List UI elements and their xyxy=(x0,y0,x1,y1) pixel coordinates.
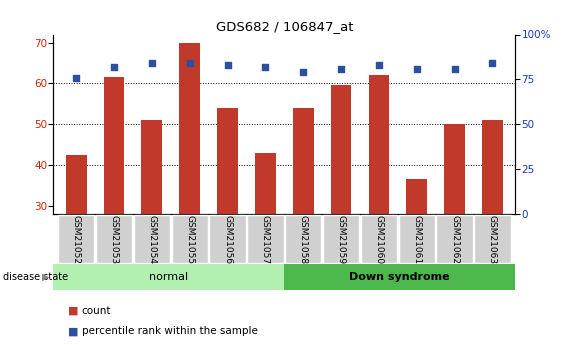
Bar xyxy=(293,108,314,214)
Point xyxy=(148,60,157,66)
Text: GSM21052: GSM21052 xyxy=(72,215,81,264)
Text: ■: ■ xyxy=(68,326,78,336)
Point xyxy=(374,62,383,68)
FancyBboxPatch shape xyxy=(172,215,208,264)
Bar xyxy=(217,108,238,214)
Text: normal: normal xyxy=(149,272,189,282)
FancyBboxPatch shape xyxy=(284,264,515,290)
Bar xyxy=(141,120,162,214)
Bar xyxy=(179,43,200,214)
Title: GDS682 / 106847_at: GDS682 / 106847_at xyxy=(216,20,353,33)
Text: percentile rank within the sample: percentile rank within the sample xyxy=(82,326,257,336)
FancyBboxPatch shape xyxy=(361,215,397,264)
Text: GSM21057: GSM21057 xyxy=(261,215,270,265)
Text: GSM21061: GSM21061 xyxy=(412,215,421,265)
FancyBboxPatch shape xyxy=(53,264,284,290)
FancyBboxPatch shape xyxy=(436,215,473,264)
Point xyxy=(72,75,81,80)
Point xyxy=(450,66,459,71)
Bar xyxy=(369,75,390,214)
Point xyxy=(337,66,346,71)
Bar xyxy=(444,124,465,214)
FancyBboxPatch shape xyxy=(58,215,95,264)
Text: GSM21056: GSM21056 xyxy=(223,215,232,265)
Point xyxy=(412,66,421,71)
Text: GSM21063: GSM21063 xyxy=(488,215,497,265)
FancyBboxPatch shape xyxy=(285,215,321,264)
Text: GSM21058: GSM21058 xyxy=(299,215,308,265)
FancyBboxPatch shape xyxy=(209,215,245,264)
Text: GSM21055: GSM21055 xyxy=(185,215,194,265)
Text: GSM21062: GSM21062 xyxy=(450,215,459,264)
Bar xyxy=(406,179,427,214)
Text: count: count xyxy=(82,306,111,315)
Point xyxy=(185,60,194,66)
FancyBboxPatch shape xyxy=(474,215,511,264)
Bar xyxy=(482,120,503,214)
FancyBboxPatch shape xyxy=(96,215,132,264)
FancyBboxPatch shape xyxy=(399,215,435,264)
Bar xyxy=(66,155,87,214)
Bar xyxy=(255,153,276,214)
Text: ▶: ▶ xyxy=(42,272,49,282)
Text: GSM21054: GSM21054 xyxy=(148,215,157,264)
Text: GSM21060: GSM21060 xyxy=(374,215,383,265)
Bar xyxy=(330,86,351,214)
Text: GSM21053: GSM21053 xyxy=(110,215,119,265)
Point xyxy=(223,62,232,68)
Text: GSM21059: GSM21059 xyxy=(337,215,346,265)
Point xyxy=(299,69,308,75)
Text: ■: ■ xyxy=(68,306,78,315)
Bar xyxy=(104,77,124,214)
Text: disease state: disease state xyxy=(3,272,68,282)
Point xyxy=(488,60,497,66)
FancyBboxPatch shape xyxy=(323,215,359,264)
Text: Down syndrome: Down syndrome xyxy=(350,272,450,282)
FancyBboxPatch shape xyxy=(133,215,170,264)
Point xyxy=(261,64,270,70)
Point xyxy=(110,64,119,70)
FancyBboxPatch shape xyxy=(247,215,284,264)
